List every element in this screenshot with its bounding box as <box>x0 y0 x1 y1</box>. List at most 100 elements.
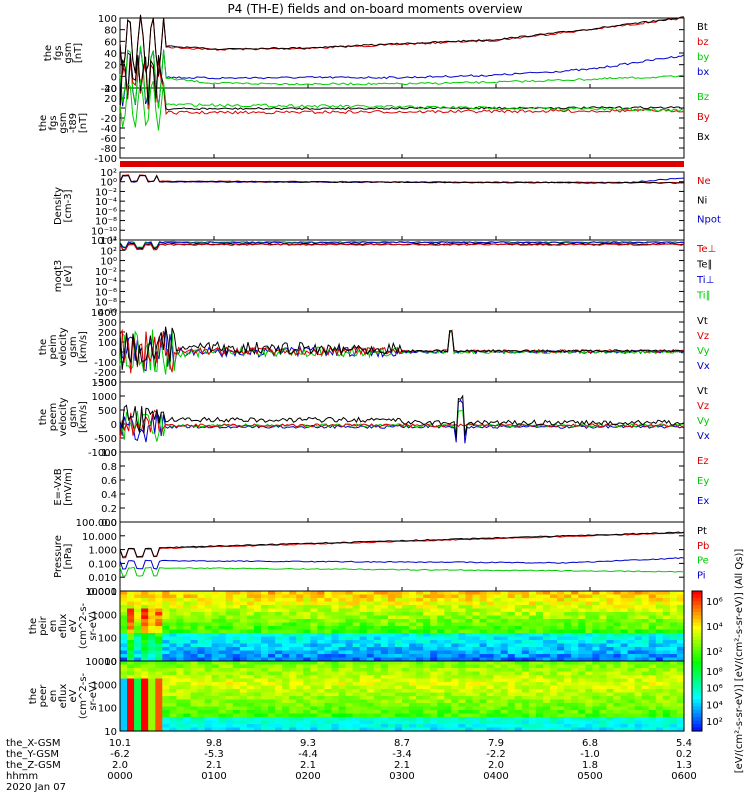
spectrogram-cell <box>437 713 445 718</box>
spectrogram-cell <box>190 626 199 631</box>
spectrogram-cell <box>613 727 622 732</box>
spectrogram-cell <box>641 612 650 617</box>
spectrogram-cell <box>268 598 276 603</box>
colorbar-segment <box>692 598 702 603</box>
spectrogram-cell <box>423 692 431 697</box>
spectrogram-cell <box>430 601 438 606</box>
spectrogram-cell <box>493 601 502 606</box>
spectrogram-cell <box>423 706 431 711</box>
spectrogram-cell <box>197 650 206 655</box>
spectrogram-cell <box>289 685 297 690</box>
spectrogram-cell <box>239 633 248 638</box>
spectrogram-cell <box>232 650 241 655</box>
spectrogram-cell <box>225 626 234 631</box>
spectrogram-cell <box>535 608 544 613</box>
spectrogram-cell <box>479 685 488 690</box>
spectrogram-cell <box>197 654 206 659</box>
spectrogram-cell <box>521 636 530 641</box>
spectrogram-cell <box>402 661 410 666</box>
spectrogram-cell <box>394 703 403 708</box>
spectrogram-cell <box>296 668 304 673</box>
spectrogram-cell <box>458 727 467 732</box>
spectrogram-cell <box>352 717 361 722</box>
spectrogram-cell <box>500 647 509 652</box>
spectrogram-cell <box>585 601 593 606</box>
spectrogram-cell <box>127 699 135 704</box>
spectrogram-cell <box>430 692 438 697</box>
spectrogram-cell <box>571 682 579 687</box>
spectrogram-cell <box>176 678 185 683</box>
spectrogram-cell <box>218 622 227 627</box>
spectrogram-cell <box>303 678 311 683</box>
spectrogram-cell <box>557 685 565 690</box>
x-tick-label-hhmm: 0600 <box>671 771 696 782</box>
spectrogram-cell <box>387 710 396 715</box>
spectrogram-cell <box>148 668 156 673</box>
spectrogram-cell <box>416 682 424 687</box>
series-bx-dipole <box>119 54 685 111</box>
spectrogram-cell <box>578 619 586 624</box>
spectrogram-cell <box>359 724 368 729</box>
spectrogram-cell <box>324 633 333 638</box>
spectrogram-cell <box>535 678 544 683</box>
spectrogram-cell <box>472 615 481 620</box>
spectrogram-cell <box>148 678 156 683</box>
spectrogram-cell <box>571 650 579 655</box>
spectrogram-cell <box>289 720 297 725</box>
spectrogram-cell <box>543 717 551 722</box>
spectrogram-cell <box>268 664 276 669</box>
spectrogram-cell <box>324 601 333 606</box>
spectrogram-cell <box>444 647 452 652</box>
spectrogram-cell <box>253 619 262 624</box>
spectrogram-cell <box>571 657 579 662</box>
spectrogram-cell <box>472 682 481 687</box>
spectrogram-cell <box>613 601 622 606</box>
spectrogram-cell <box>648 615 657 620</box>
spectrogram-cell <box>296 619 304 624</box>
spectrogram-cell <box>359 591 368 596</box>
spectrogram-cell <box>606 664 615 669</box>
spectrogram-cell <box>253 598 262 603</box>
colorbar-segment <box>692 717 702 722</box>
spectrogram-cell <box>134 675 142 680</box>
spectrogram-cell <box>472 605 481 610</box>
spectrogram-cell <box>120 710 128 715</box>
spectrogram-cell <box>338 619 347 624</box>
x-tick-label-the_X-GSM: 9.8 <box>206 738 222 749</box>
legend-fgs_gsm: Bt <box>697 22 708 33</box>
spectrogram-cell <box>458 696 467 701</box>
spectrogram-cell <box>380 724 389 729</box>
spectrogram-cell <box>246 689 255 694</box>
spectrogram-cell <box>134 689 142 694</box>
spectrogram-cell <box>120 696 128 701</box>
spectrogram-cell <box>676 601 685 606</box>
spectrogram-cell <box>437 636 445 641</box>
spectrogram-cell <box>500 619 509 624</box>
spectrogram-cell <box>338 682 347 687</box>
spectrogram-cell <box>676 682 685 687</box>
spectrogram-cell <box>528 647 537 652</box>
spectrogram-cell <box>627 696 636 701</box>
spectrogram-cell <box>324 654 333 659</box>
spectrogram-cell <box>246 591 255 596</box>
spectrogram-cell <box>239 689 248 694</box>
spectrogram-cell <box>592 724 600 729</box>
spectrogram-cell <box>176 598 185 603</box>
y-axis-label-peer_eflux: sr-eV) <box>88 681 99 710</box>
spectrogram-cell <box>416 650 424 655</box>
spectrogram-cell <box>550 650 558 655</box>
spectrogram-cell <box>444 643 452 648</box>
spectrogram-cell <box>310 699 318 704</box>
spectrogram-cell <box>127 661 135 666</box>
spectrogram-cell <box>627 664 636 669</box>
spectrogram-cell <box>190 640 199 645</box>
spectrogram-cell <box>557 657 565 662</box>
spectrogram-cell <box>134 640 142 645</box>
spectrogram-cell <box>155 692 163 697</box>
y-tick-label-fgs_gsm: 0 <box>111 72 117 83</box>
spectrogram-cell <box>606 696 615 701</box>
spectrogram-cell <box>176 699 185 704</box>
y-tick-label-temperature: 10⁻² <box>95 267 117 278</box>
spectrogram-cell <box>571 654 579 659</box>
spectrogram-cell <box>282 675 290 680</box>
